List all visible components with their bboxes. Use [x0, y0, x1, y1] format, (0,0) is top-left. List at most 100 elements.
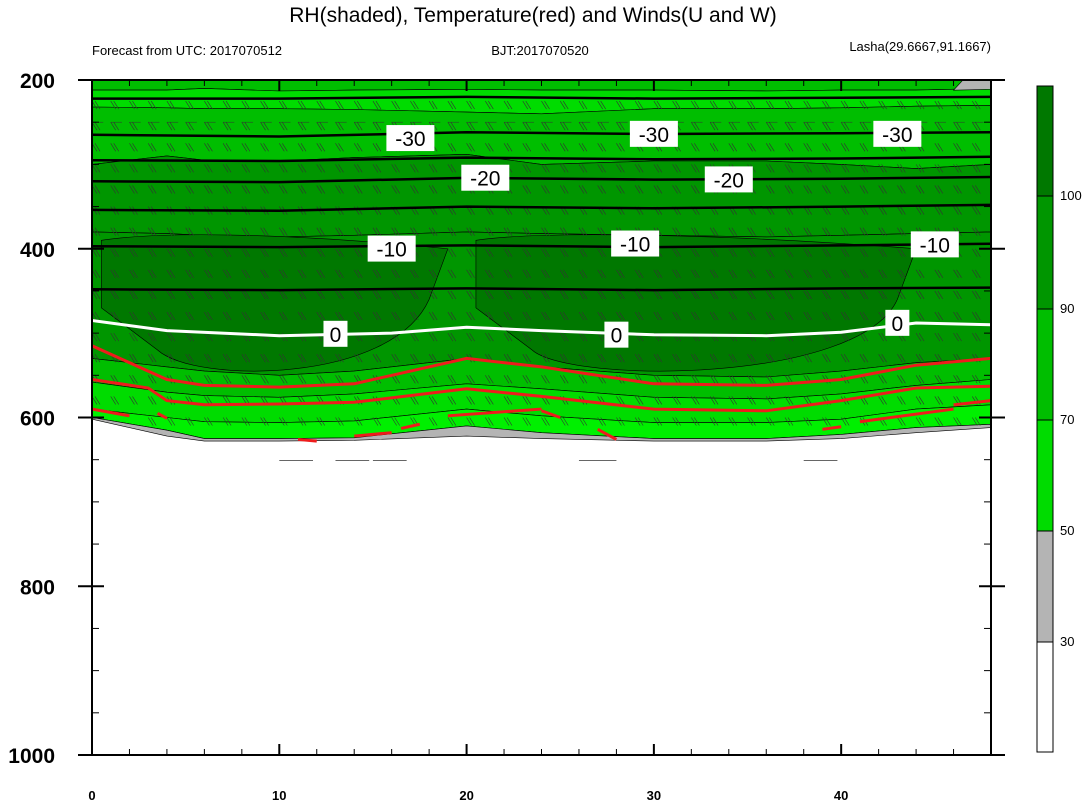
wind-barb: [150, 311, 157, 321]
isotherm-red: [92, 378, 991, 413]
wind-barb: [260, 311, 266, 321]
wind-barb: [581, 375, 588, 384]
wind-barb: [843, 248, 850, 257]
wind-barb: [544, 185, 550, 194]
wind-barb: [653, 164, 660, 173]
wind-barb: [559, 290, 566, 300]
wind-barb: [204, 269, 210, 279]
wind-barb: [784, 122, 791, 131]
wind-barb: [225, 248, 232, 257]
wind-barb: [485, 290, 491, 300]
wind-barb: [862, 290, 869, 300]
wind-barb: [731, 100, 738, 110]
wind-barb: [541, 164, 547, 173]
wind-barb: [260, 417, 266, 426]
wind-barb: [806, 164, 812, 173]
wind-barb: [975, 185, 981, 194]
wind-barb: [862, 248, 869, 257]
wind-barb: [581, 164, 588, 173]
wind-barb: [188, 248, 194, 257]
wind-barb: [843, 100, 850, 110]
wind-barb: [394, 100, 400, 110]
wind-barb: [806, 269, 812, 279]
wind-barb: [616, 143, 622, 152]
wind-barb: [675, 269, 681, 279]
wind-barb: [113, 185, 119, 194]
wind-barb: [765, 396, 772, 405]
wind-barb: [634, 311, 641, 321]
wind-barb: [616, 185, 622, 194]
wind-barb: [204, 248, 210, 257]
wind-barb: [207, 185, 213, 194]
colorbar-box: [1036, 530, 1054, 643]
wind-barb: [447, 311, 454, 321]
wind-barb: [241, 227, 248, 236]
wind-barb: [675, 375, 681, 384]
wind-barb: [787, 227, 794, 236]
wind-barb: [578, 269, 585, 279]
wind-barb: [113, 290, 119, 300]
wind-barb: [709, 311, 716, 321]
wind-barb: [750, 248, 756, 257]
wind-barb: [897, 206, 903, 215]
wind-barb: [750, 269, 756, 279]
wind-barb: [822, 185, 828, 194]
wind-barb: [597, 354, 603, 363]
wind-barb: [934, 354, 941, 363]
wind-barb: [694, 417, 700, 426]
wind-barb: [559, 100, 566, 110]
wind-barb: [431, 375, 438, 384]
wind-barb: [562, 375, 569, 384]
wind-barb: [316, 290, 323, 300]
wind-barb: [559, 185, 566, 194]
wind-barb: [934, 375, 941, 384]
wind-barb: [822, 417, 828, 426]
wind-barb: [559, 143, 566, 152]
wind-barb: [972, 375, 978, 384]
wind-barb: [147, 185, 154, 194]
wind-barb: [784, 143, 791, 152]
wind-barb: [338, 290, 344, 300]
wind-barb: [335, 164, 341, 173]
wind-barb: [616, 354, 622, 363]
wind-barb: [450, 290, 457, 300]
wind-barb: [485, 396, 491, 405]
wind-barb: [709, 396, 716, 405]
wind-barb: [675, 311, 681, 321]
wind-barb: [110, 396, 116, 405]
wind-barb: [806, 122, 812, 131]
wind-barb: [431, 227, 438, 236]
wind-barb: [934, 396, 941, 405]
wind-barb: [450, 185, 457, 194]
y-tick-label: 200: [20, 70, 55, 93]
isotherm-red-segment: [92, 407, 130, 418]
wind-barb: [375, 354, 382, 363]
wind-barb: [953, 311, 959, 321]
wind-barb: [600, 143, 606, 152]
wind-barb: [619, 185, 625, 194]
temperature-label-box: [910, 231, 959, 258]
wind-barb: [972, 206, 978, 215]
wind-barb: [843, 122, 850, 131]
wind-barb: [541, 122, 547, 131]
wind-barb: [675, 227, 681, 236]
wind-barb: [188, 375, 194, 384]
wind-barb: [207, 417, 213, 426]
wind-barb: [469, 100, 475, 110]
wind-barb: [656, 164, 663, 173]
wind-barb: [169, 100, 176, 110]
wind-barb: [207, 248, 213, 257]
wind-barb: [169, 417, 176, 426]
wind-barb: [279, 122, 285, 131]
wind-barb: [975, 122, 981, 131]
wind-barb: [656, 269, 663, 279]
wind-barb: [953, 290, 959, 300]
wind-barb: [691, 375, 697, 384]
wind-barb: [709, 290, 716, 300]
wind-barb: [843, 290, 850, 300]
temperature-label-box: [386, 125, 435, 152]
wind-barb: [915, 100, 922, 110]
wind-barb: [541, 185, 547, 194]
wind-barb: [263, 248, 269, 257]
wind-barb: [94, 269, 101, 279]
